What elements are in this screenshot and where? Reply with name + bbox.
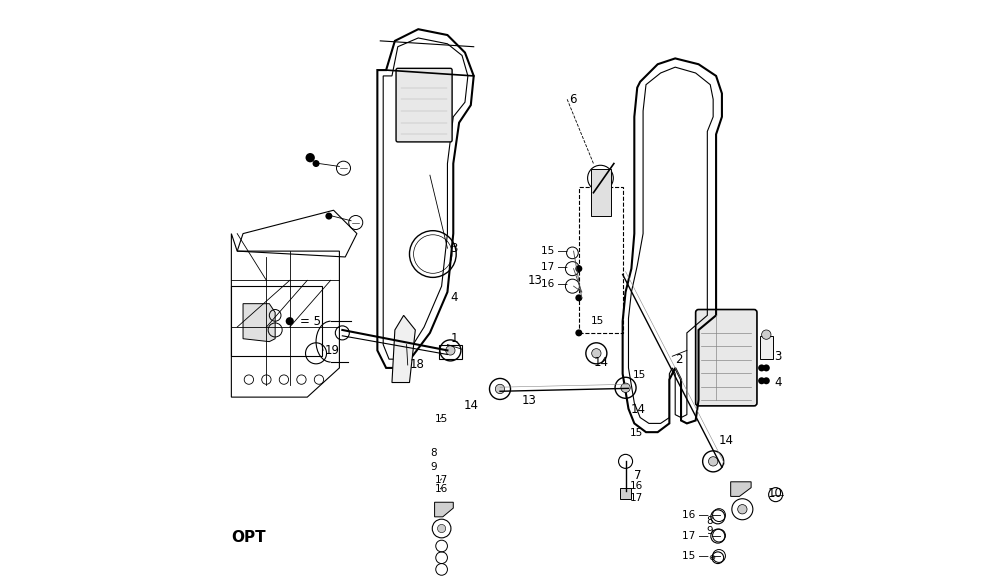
Text: 17: 17: [435, 475, 448, 485]
Polygon shape: [243, 304, 275, 342]
Text: 13: 13: [522, 394, 536, 406]
Text: 17 —: 17 —: [682, 530, 709, 541]
Text: 7: 7: [634, 470, 642, 482]
Circle shape: [575, 294, 582, 301]
Circle shape: [438, 524, 446, 533]
Text: 18: 18: [409, 359, 424, 371]
Text: 1: 1: [450, 332, 458, 345]
Polygon shape: [392, 315, 415, 383]
Text: 9: 9: [430, 462, 437, 472]
Circle shape: [575, 329, 582, 336]
Circle shape: [446, 346, 455, 355]
Bar: [760, 336, 773, 359]
Circle shape: [495, 384, 505, 394]
Text: 15: 15: [435, 413, 448, 424]
Text: 16: 16: [435, 484, 448, 494]
Text: 4: 4: [774, 376, 782, 389]
Text: 10: 10: [767, 487, 782, 500]
Text: 8: 8: [706, 516, 713, 526]
Text: 2: 2: [675, 353, 683, 366]
Circle shape: [762, 330, 771, 339]
Bar: [231, 286, 322, 356]
FancyBboxPatch shape: [396, 68, 452, 142]
Text: 14: 14: [719, 434, 734, 447]
Circle shape: [763, 364, 770, 371]
Text: 14: 14: [464, 399, 479, 412]
Bar: [591, 169, 611, 216]
Text: 17 —: 17 —: [541, 262, 568, 273]
Text: = 5: = 5: [300, 315, 321, 328]
Text: 15: 15: [633, 370, 646, 380]
Bar: [439, 345, 462, 359]
Circle shape: [621, 383, 630, 392]
Text: 4: 4: [450, 291, 458, 304]
Text: 15 —: 15 —: [541, 246, 568, 256]
Text: 16: 16: [630, 481, 643, 491]
Bar: [620, 488, 631, 499]
Text: 15: 15: [591, 316, 604, 326]
Text: 14: 14: [593, 356, 608, 369]
Text: 16 —: 16 —: [682, 510, 709, 520]
Circle shape: [325, 213, 332, 220]
FancyBboxPatch shape: [696, 310, 757, 406]
Text: 13: 13: [528, 274, 543, 287]
Polygon shape: [731, 482, 751, 496]
Text: 9: 9: [706, 526, 713, 537]
Polygon shape: [435, 502, 453, 517]
Circle shape: [738, 505, 747, 514]
Text: 14: 14: [630, 404, 645, 416]
Text: ⊕: ⊕: [708, 553, 715, 562]
Circle shape: [575, 265, 582, 272]
Text: 16 —: 16 —: [541, 279, 568, 290]
Circle shape: [286, 317, 294, 325]
Text: 3: 3: [450, 242, 458, 255]
Circle shape: [758, 377, 765, 384]
Circle shape: [708, 457, 718, 466]
Text: 15: 15: [630, 428, 643, 439]
Circle shape: [306, 153, 315, 162]
Text: 19: 19: [325, 344, 340, 357]
Text: 8: 8: [430, 447, 437, 458]
Circle shape: [758, 364, 765, 371]
Circle shape: [763, 377, 770, 384]
Text: 17: 17: [630, 492, 643, 503]
Circle shape: [592, 349, 601, 358]
Text: 6: 6: [569, 93, 576, 106]
Bar: [579, 187, 623, 333]
Text: 15 —: 15 —: [682, 551, 709, 561]
Circle shape: [313, 160, 320, 167]
Text: 3: 3: [774, 350, 782, 363]
Text: OPT: OPT: [231, 530, 266, 545]
